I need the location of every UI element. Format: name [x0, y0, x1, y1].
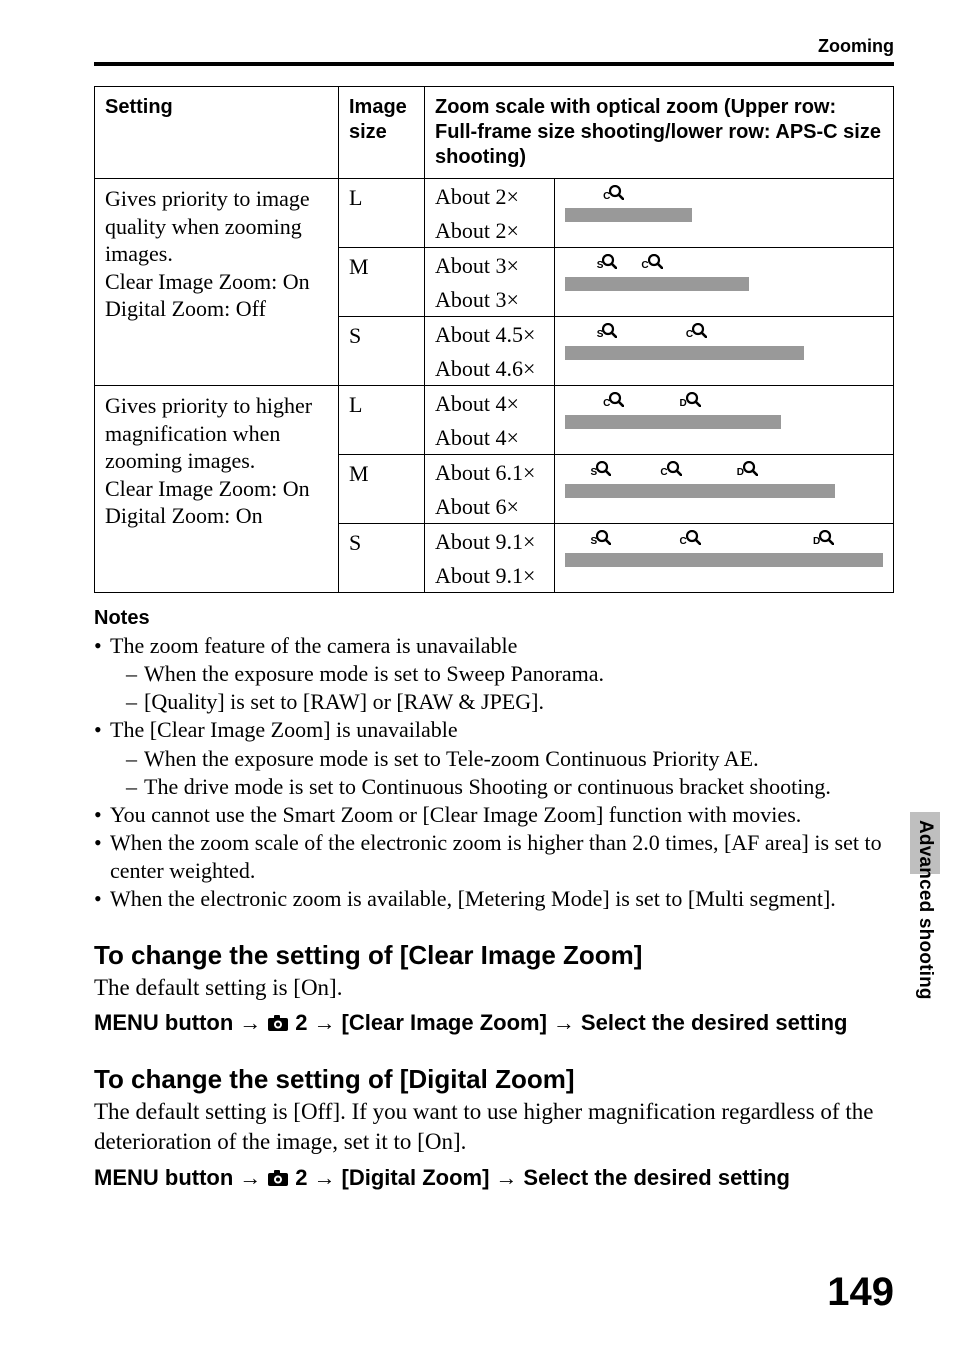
note-subitem: When the exposure mode is set to Tele-zo… — [126, 745, 894, 773]
camera-icon — [267, 1014, 289, 1032]
note-item: When the electronic zoom is available, [… — [94, 885, 894, 913]
note-item: When the zoom scale of the electronic zo… — [94, 829, 894, 885]
image-size-cell: M — [339, 248, 425, 317]
image-size-cell: S — [339, 524, 425, 593]
section-title: To change the setting of [Digital Zoom] — [94, 1064, 894, 1095]
image-size-cell: S — [339, 317, 425, 386]
scale-cell: About 6.1×About 6× — [425, 455, 555, 524]
side-tab-label: Advanced shooting — [914, 820, 936, 1000]
header-section-label: Zooming — [818, 36, 894, 57]
setting-cell: Gives priority to higher magnification w… — [95, 386, 339, 593]
zoom-bar-cell: SCD — [555, 455, 894, 524]
menu-path: MENU button→2→[Clear Image Zoom]→Select … — [94, 1008, 894, 1038]
image-size-cell: M — [339, 455, 425, 524]
scale-cell: About 3×About 3× — [425, 248, 555, 317]
side-tab: Advanced shooting — [910, 812, 940, 1104]
th-setting: Setting — [95, 87, 339, 179]
page-number: 149 — [827, 1270, 894, 1315]
camera-icon — [267, 1169, 289, 1187]
note-subitem: When the exposure mode is set to Sweep P… — [126, 660, 894, 688]
th-image-size: Image size — [339, 87, 425, 179]
scale-cell: About 9.1×About 9.1× — [425, 524, 555, 593]
note-item: The zoom feature of the camera is unavai… — [94, 632, 894, 716]
zoom-bar-cell: SCD — [555, 524, 894, 593]
image-size-cell: L — [339, 386, 425, 455]
note-item: The [Clear Image Zoom] is unavailableWhe… — [94, 716, 894, 800]
page: Zooming Setting Image size Zoom scale wi… — [0, 0, 954, 1345]
zoom-bar-cell: SC — [555, 248, 894, 317]
notes-list: The zoom feature of the camera is unavai… — [94, 632, 894, 914]
scale-cell: About 2×About 2× — [425, 179, 555, 248]
zoom-bar-cell: CD — [555, 386, 894, 455]
note-item: You cannot use the Smart Zoom or [Clear … — [94, 801, 894, 829]
zoom-table: Setting Image size Zoom scale with optic… — [94, 86, 894, 593]
notes-heading: Notes — [94, 607, 894, 630]
scale-cell: About 4.5×About 4.6× — [425, 317, 555, 386]
scale-cell: About 4×About 4× — [425, 386, 555, 455]
header-rule — [94, 62, 894, 66]
image-size-cell: L — [339, 179, 425, 248]
zoom-bar-cell: C — [555, 179, 894, 248]
note-subitem: [Quality] is set to [RAW] or [RAW & JPEG… — [126, 688, 894, 716]
section-title: To change the setting of [Clear Image Zo… — [94, 940, 894, 971]
zoom-bar-cell: SC — [555, 317, 894, 386]
setting-cell: Gives priority to image quality when zoo… — [95, 179, 339, 386]
th-zoom-scale: Zoom scale with optical zoom (Upper row:… — [425, 87, 894, 179]
menu-path: MENU button→2→[Digital Zoom]→Select the … — [94, 1163, 894, 1193]
section-body: The default setting is [Off]. If you wan… — [94, 1097, 894, 1157]
section-body: The default setting is [On]. — [94, 973, 894, 1003]
note-subitem: The drive mode is set to Continuous Shoo… — [126, 773, 894, 801]
